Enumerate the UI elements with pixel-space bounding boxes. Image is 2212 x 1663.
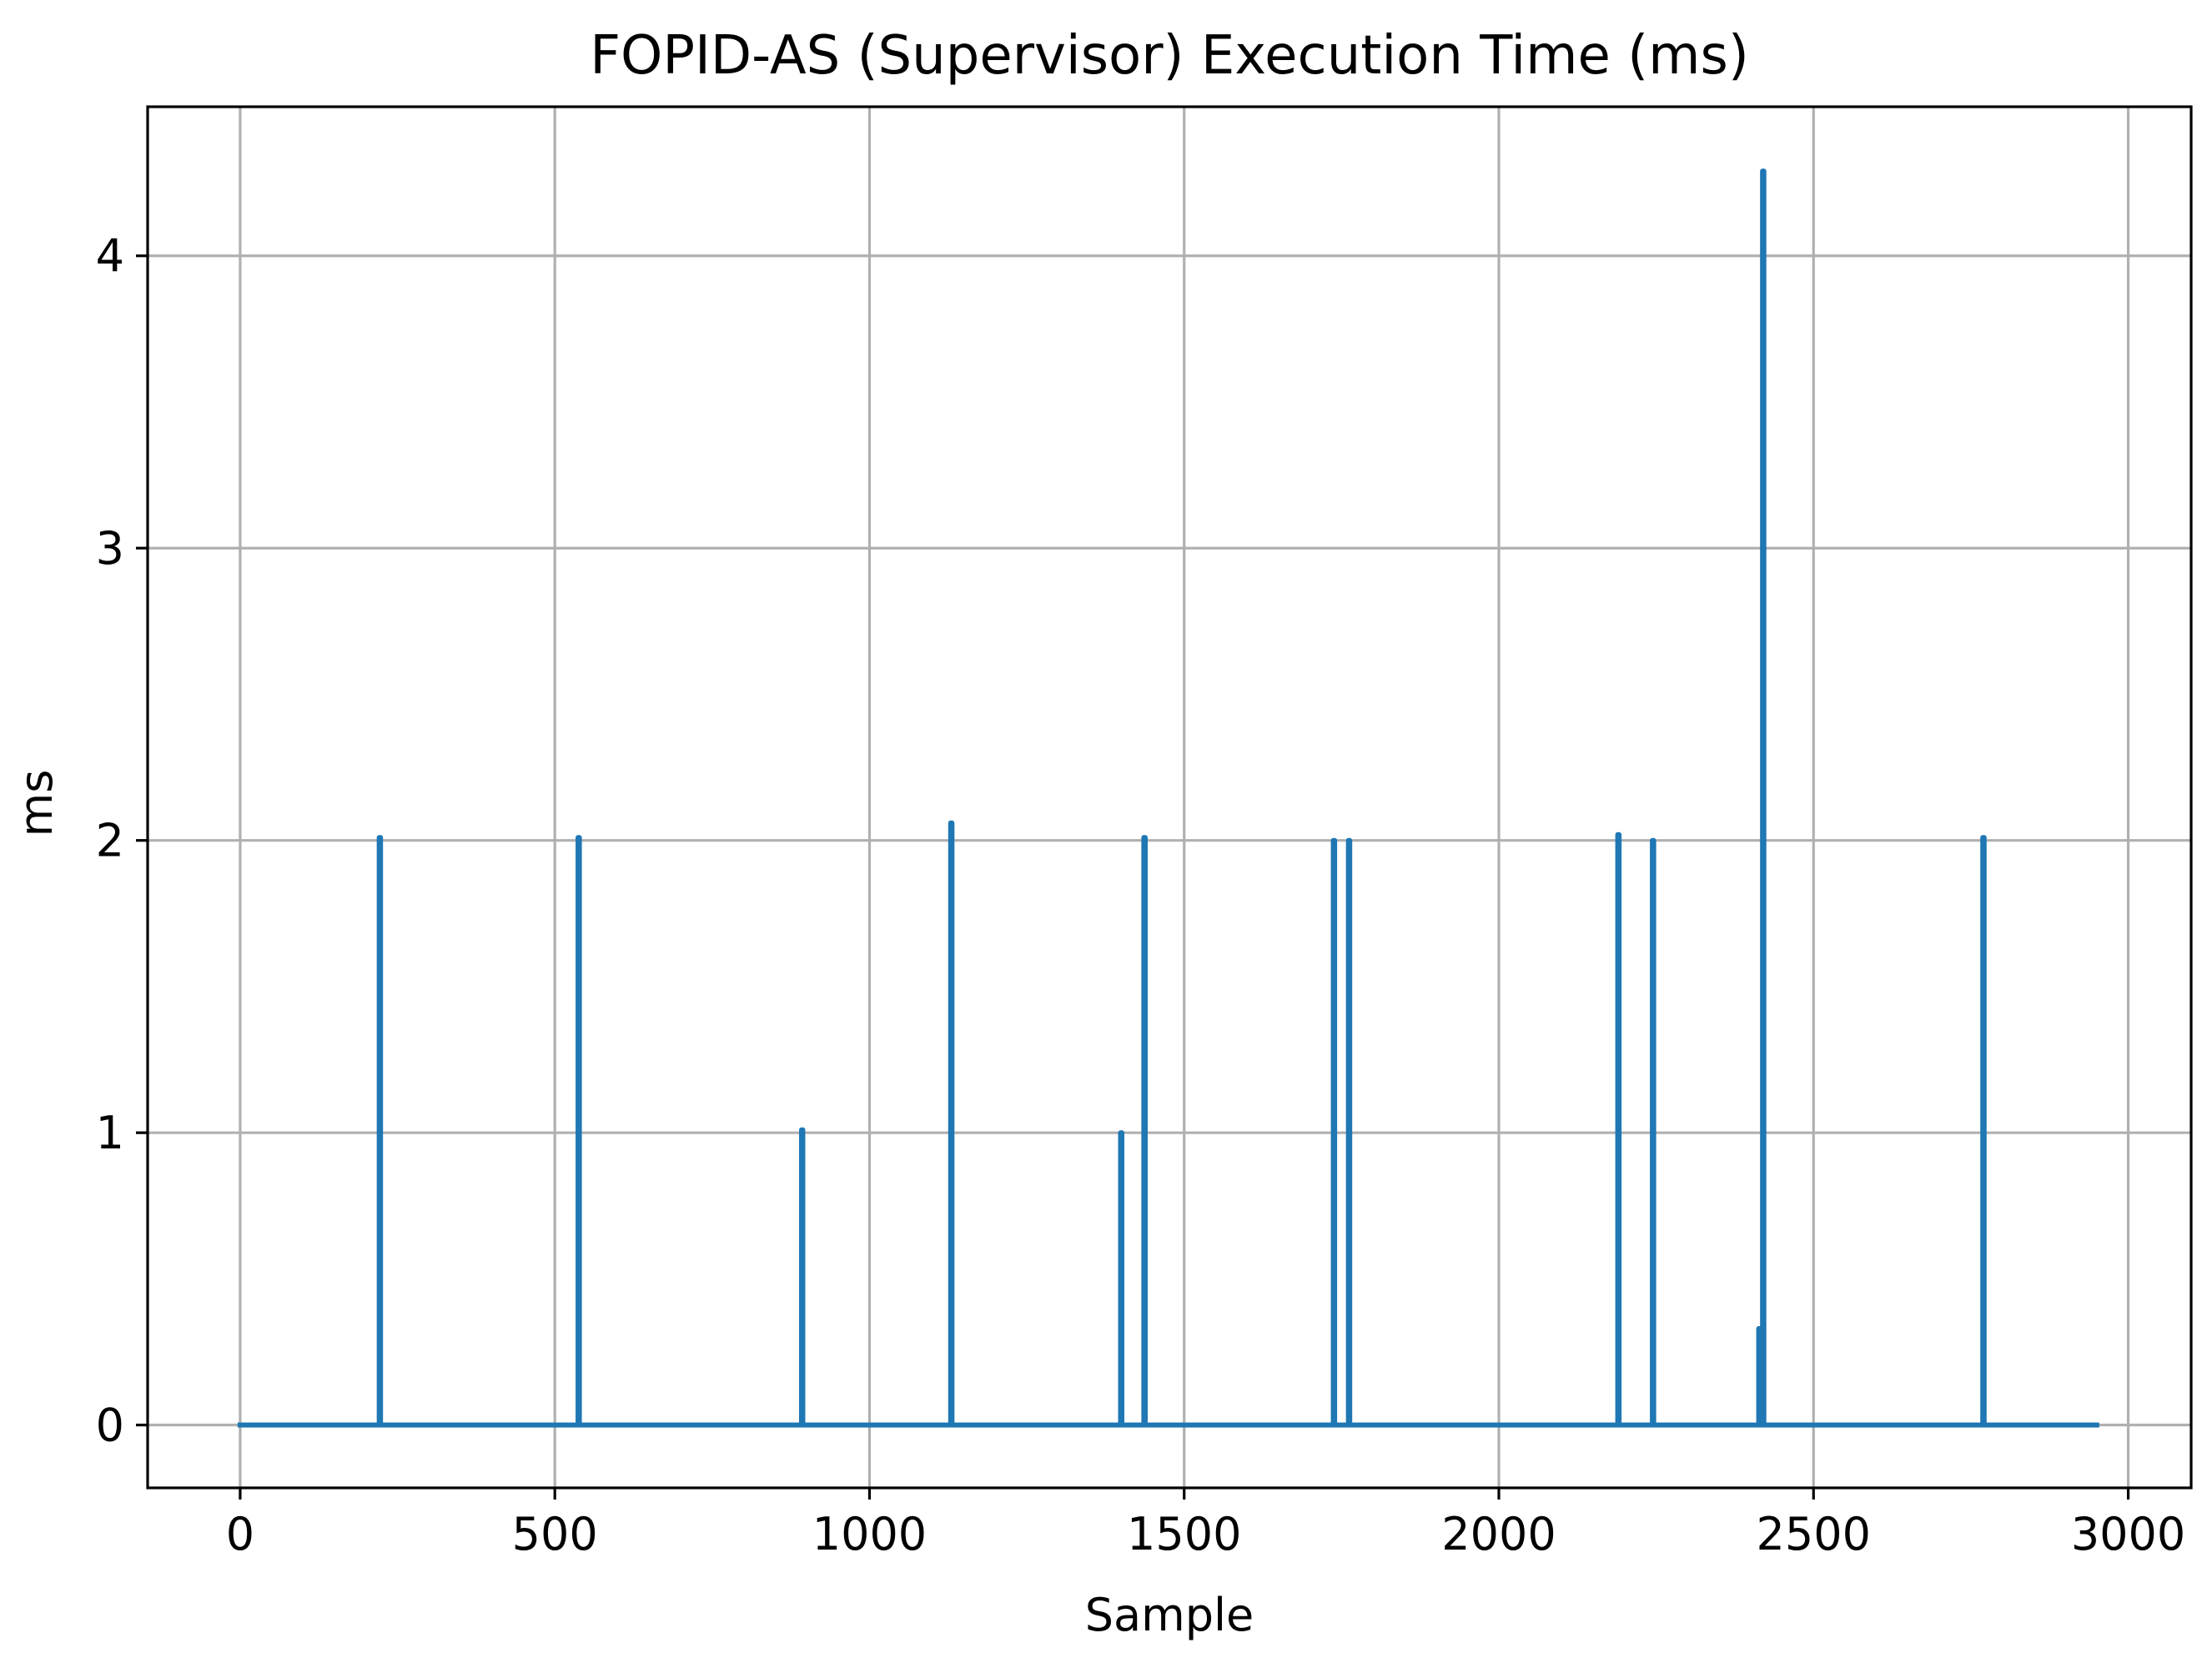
chart-title: FOPID-AS (Supervisor) Execution Time (ms…	[590, 25, 1749, 87]
y-tick-label: 4	[96, 230, 124, 283]
y-tick-label: 0	[96, 1399, 124, 1452]
grid	[148, 107, 2191, 1488]
x-tick-label: 3000	[2071, 1508, 2185, 1560]
series-line	[237, 168, 2099, 1428]
series-layer	[237, 168, 2099, 1428]
plot-frame	[146, 105, 2193, 1490]
y-tick-label: 1	[96, 1107, 124, 1159]
x-tick-label: 2500	[1757, 1508, 1871, 1560]
y-tick-label: 3	[96, 522, 124, 575]
x-tick-label: 1500	[1127, 1508, 1241, 1560]
x-tick-label: 500	[512, 1508, 598, 1560]
y-axis-label: ms	[10, 770, 63, 837]
x-axis-label: Sample	[1085, 1589, 1254, 1641]
x-tick-label: 1000	[812, 1508, 927, 1560]
x-tick-label: 2000	[1441, 1508, 1556, 1560]
y-tick-label: 2	[96, 815, 124, 867]
x-tick-label: 0	[226, 1508, 254, 1560]
ticks: 0 500 1000 1500 2000 2500 3000 0 1 2 3 4	[96, 230, 2186, 1560]
